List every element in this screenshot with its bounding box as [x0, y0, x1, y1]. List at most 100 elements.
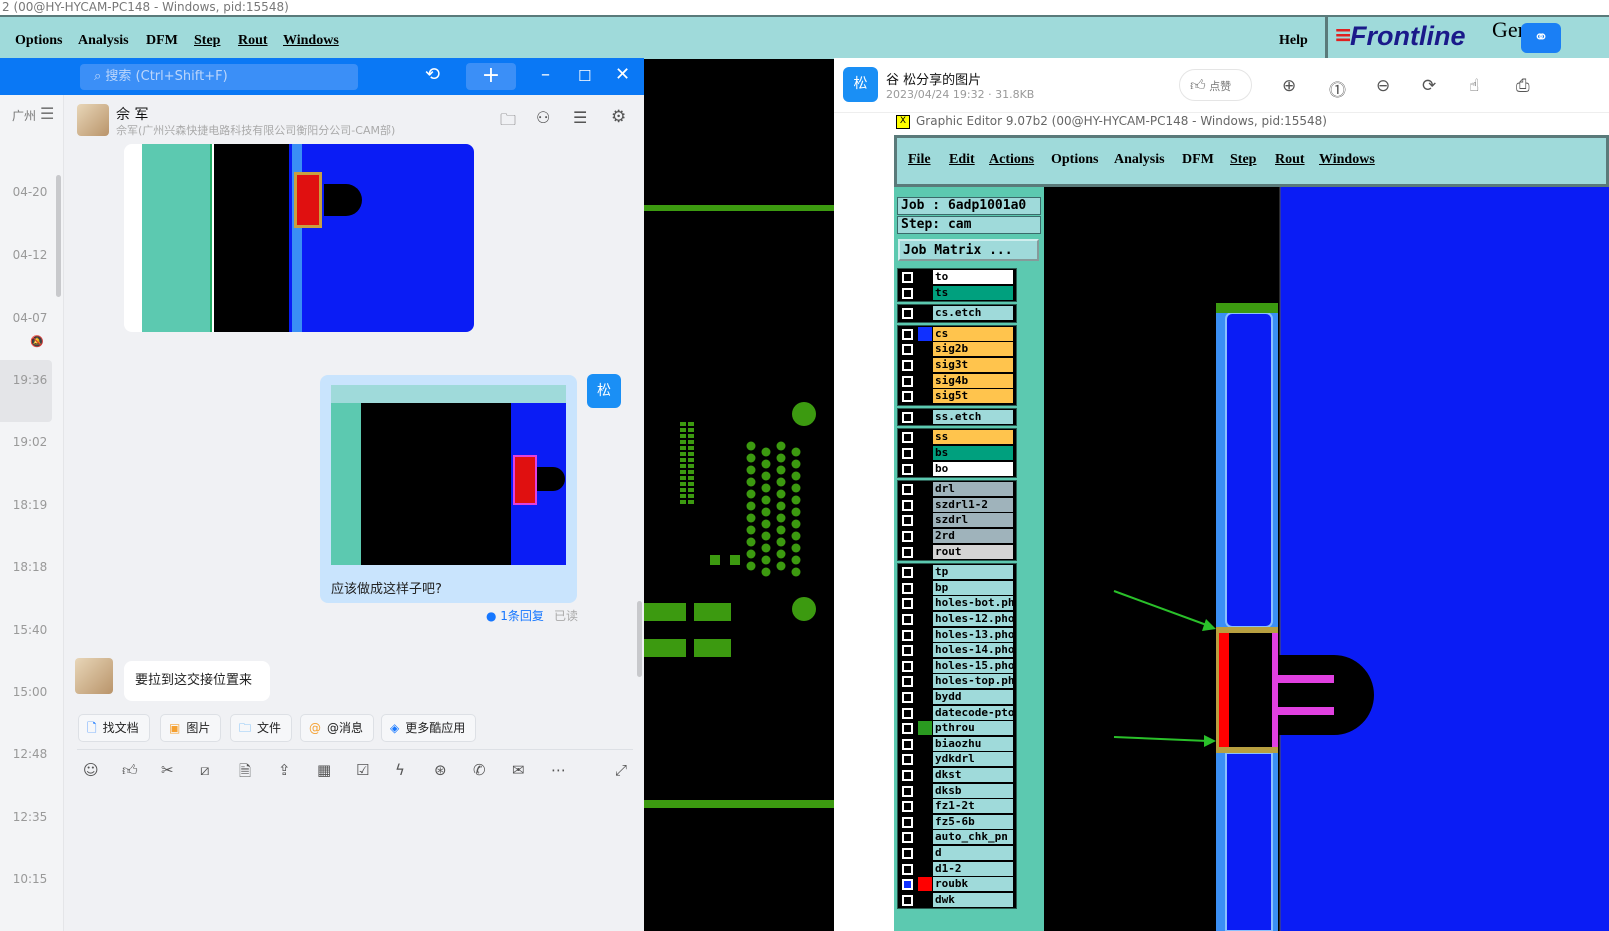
step-label: Step: cam — [897, 216, 1041, 234]
my-avatar[interactable]: 松 — [587, 374, 621, 408]
doc-icon[interactable]: 🗎 — [239, 762, 252, 780]
pcb-via — [791, 483, 801, 493]
layer-checkbox — [902, 499, 913, 511]
find-doc-chip[interactable]: 🗋 找文档 — [78, 714, 150, 742]
menu-icon[interactable]: ☰ — [40, 104, 55, 123]
timestamp[interactable]: 04-20 — [12, 185, 48, 199]
message-image[interactable] — [331, 385, 566, 565]
calendar-icon[interactable]: ▦ — [317, 761, 332, 779]
timestamp[interactable]: 04-07 — [12, 311, 48, 325]
contact-avatar[interactable] — [75, 658, 113, 694]
hand-icon[interactable]: ☝ — [1469, 76, 1480, 96]
file-chip[interactable]: 🗀 文件 — [230, 714, 293, 742]
menu-help[interactable]: Help — [1279, 33, 1308, 48]
more-icon[interactable]: ⋯ — [551, 761, 566, 779]
more-apps-chip[interactable]: ◈ 更多酷应用 — [381, 714, 477, 742]
add-member-icon[interactable]: ⚇ — [536, 108, 551, 127]
scrollbar[interactable] — [637, 601, 642, 677]
mail-icon[interactable]: ✉ — [512, 761, 525, 779]
layer-row: auto_chk_pn — [899, 830, 1015, 846]
menu-dfm[interactable]: DFM — [146, 33, 178, 48]
print-icon[interactable]: ⎙ — [1516, 76, 1530, 96]
pcb-pad — [680, 476, 686, 480]
menu-step[interactable]: Step — [194, 33, 221, 48]
pcb-via — [746, 549, 756, 559]
image-viewer: 松 谷 松分享的图片 2023/04/24 19:32 · 31.8KB 👍︎ … — [834, 58, 1609, 931]
timestamp[interactable]: 15:40 — [12, 623, 48, 637]
layer-checkbox — [902, 660, 913, 672]
message-image[interactable] — [124, 144, 474, 332]
layer-checkbox — [902, 707, 913, 719]
history-icon[interactable]: ⟲ — [425, 64, 441, 85]
menu-analysis[interactable]: Analysis — [78, 33, 129, 48]
layer-name: holes-bot.ph — [933, 596, 1013, 611]
layer-name: biaozhu — [933, 736, 1013, 751]
layer-name: rout — [933, 544, 1013, 559]
pcb-via — [776, 441, 786, 451]
zoom-in-icon[interactable]: ⊕ — [1282, 76, 1297, 96]
phone-icon[interactable]: ✆ — [473, 761, 486, 779]
like-button[interactable]: 👍︎ 点赞 — [1179, 69, 1252, 101]
timestamp[interactable]: 04-12 — [12, 248, 48, 262]
timestamp[interactable]: 12:48 — [12, 747, 48, 761]
my-message-bubble[interactable]: 应该做成这样子吧? — [320, 375, 577, 603]
message-bubble[interactable]: 要拉到这交接位置来 — [124, 661, 270, 701]
emoji-icon[interactable]: ☺ — [83, 761, 99, 779]
layer-checkbox — [902, 894, 913, 906]
reply-count-link[interactable]: ● 1条回复 — [486, 609, 544, 623]
pcb-pad — [680, 464, 686, 468]
layer-checkbox — [902, 567, 913, 579]
scissors-icon[interactable]: ✂ — [161, 761, 174, 779]
upload-icon[interactable]: ⇪ — [278, 761, 291, 779]
selected-session[interactable] — [0, 360, 52, 422]
actual-size-icon[interactable]: ⓵ — [1329, 81, 1346, 101]
layer-checkbox — [902, 287, 913, 299]
timestamp[interactable]: 18:18 — [12, 560, 48, 574]
timestamp[interactable]: 15:00 — [12, 685, 48, 699]
layer-checkbox — [902, 723, 913, 735]
timestamp[interactable]: 12:35 — [12, 810, 48, 824]
pcb-via — [746, 501, 756, 511]
chat-titlebar: ⌕ 搜索 (Ctrl+Shift+F) ⟲ + – ☐ ✕ — [0, 58, 644, 95]
cloud-app-icon[interactable]: ⚭ — [1521, 23, 1561, 53]
image-chip[interactable]: ▣ 图片 — [160, 714, 222, 742]
lightning-icon[interactable]: ϟ — [395, 761, 405, 779]
timestamp[interactable]: 10:15 — [12, 872, 48, 886]
ge-menu-options: Options — [1051, 152, 1099, 167]
timestamp[interactable]: 18:19 — [12, 498, 48, 512]
pcb-pad — [680, 422, 686, 426]
search-history-icon[interactable]: ☰ — [573, 108, 588, 127]
layer-row: szdrl1-2 — [899, 497, 1015, 513]
layer-name: bs — [933, 446, 1013, 460]
timestamp[interactable]: 19:36 — [12, 373, 48, 387]
timestamp[interactable]: 19:02 — [12, 435, 48, 449]
minimize-button[interactable]: – — [541, 64, 550, 85]
rotate-icon[interactable]: ⟳ — [1422, 76, 1437, 96]
mention-chip[interactable]: @ @消息 — [300, 714, 375, 742]
menu-rout[interactable]: Rout — [238, 33, 268, 48]
layer-name: 2rd — [933, 529, 1013, 543]
link-icon[interactable]: ⊛ — [434, 761, 447, 779]
ge-menu-windows: Windows — [1319, 152, 1375, 167]
search-input[interactable]: ⌕ 搜索 (Ctrl+Shift+F) — [80, 64, 358, 90]
maximize-button[interactable]: ☐ — [578, 67, 592, 85]
layer-name: ss — [933, 430, 1013, 445]
add-button[interactable]: + — [466, 63, 516, 90]
app-icon: X — [896, 115, 910, 129]
scrollbar[interactable] — [56, 175, 61, 297]
close-button[interactable]: ✕ — [615, 64, 631, 85]
thumbs-up-icon[interactable]: 👍︎ — [122, 761, 138, 779]
zoom-out-icon[interactable]: ⊖ — [1376, 76, 1391, 96]
slash-icon[interactable]: ⧄ — [200, 761, 210, 779]
contact-avatar[interactable] — [77, 104, 109, 136]
pcb-via — [776, 453, 786, 463]
layer-color-swatch — [918, 877, 932, 892]
expand-icon[interactable]: ⤢ — [615, 761, 628, 779]
folder-icon[interactable]: 🗀 — [500, 110, 517, 129]
ge-menu-bar: File Edit Actions Options Analysis DFM S… — [894, 135, 1609, 187]
menu-options[interactable]: Options — [15, 33, 63, 48]
settings-icon[interactable]: ⚙ — [611, 107, 627, 127]
contact-name: 佘 军 — [116, 107, 149, 123]
menu-windows[interactable]: Windows — [283, 33, 339, 48]
check-icon[interactable]: ☑ — [356, 761, 370, 779]
